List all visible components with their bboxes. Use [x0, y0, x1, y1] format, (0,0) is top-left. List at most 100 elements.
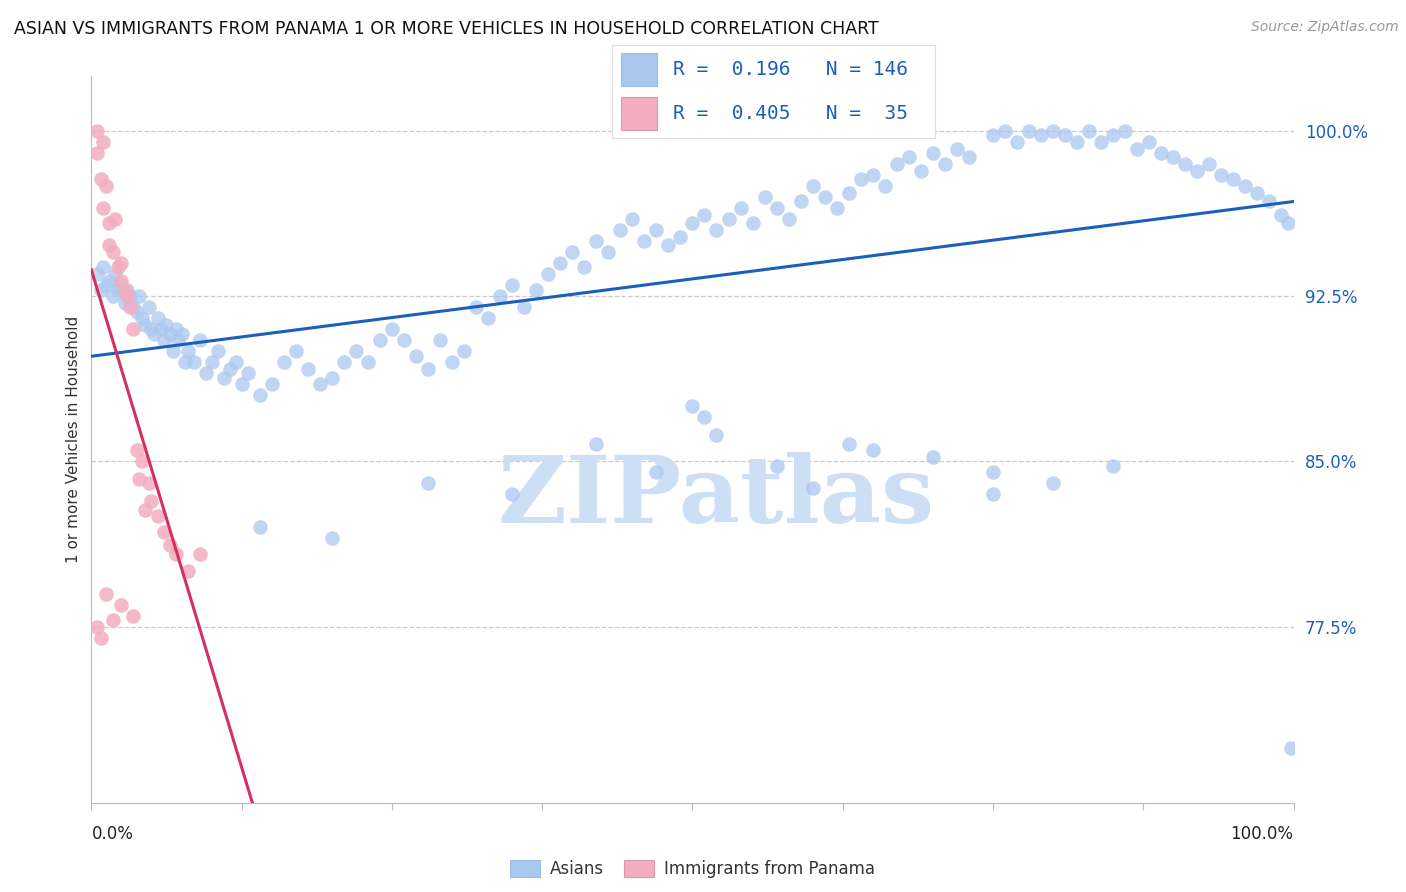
Point	[548, 256, 571, 270]
Point	[118, 300, 141, 314]
Point	[717, 212, 740, 227]
Point	[778, 212, 800, 227]
Point	[789, 194, 811, 209]
Point	[368, 333, 391, 347]
Point	[922, 450, 945, 464]
Point	[957, 150, 980, 164]
Point	[825, 201, 848, 215]
Point	[1279, 740, 1302, 755]
Legend: Asians, Immigrants from Panama: Asians, Immigrants from Panama	[510, 860, 875, 878]
Point	[1150, 145, 1173, 160]
Point	[524, 283, 547, 297]
Point	[93, 135, 115, 149]
Point	[273, 355, 295, 369]
Point	[176, 344, 198, 359]
Point	[1187, 163, 1209, 178]
Point	[104, 212, 127, 227]
Text: 100.0%: 100.0%	[1230, 825, 1294, 843]
Point	[188, 547, 211, 561]
Point	[128, 472, 150, 486]
Point	[138, 300, 160, 314]
Point	[440, 355, 463, 369]
Point	[645, 223, 668, 237]
Point	[1161, 150, 1184, 164]
Point	[134, 503, 156, 517]
Point	[1234, 178, 1257, 193]
Point	[392, 333, 415, 347]
Point	[730, 201, 752, 215]
Point	[1054, 128, 1077, 143]
Point	[90, 631, 112, 645]
Point	[585, 234, 607, 248]
Point	[1042, 124, 1064, 138]
Point	[128, 289, 150, 303]
Point	[946, 142, 969, 156]
Point	[122, 322, 145, 336]
Point	[194, 366, 217, 380]
Point	[1211, 168, 1233, 182]
Point	[249, 388, 271, 402]
Point	[765, 201, 787, 215]
Point	[465, 300, 488, 314]
Text: ZIPatlas: ZIPatlas	[498, 452, 935, 542]
Point	[453, 344, 475, 359]
Text: Source: ZipAtlas.com: Source: ZipAtlas.com	[1251, 20, 1399, 34]
Text: 0.0%: 0.0%	[91, 825, 134, 843]
Point	[260, 377, 283, 392]
Point	[886, 157, 908, 171]
Point	[501, 487, 523, 501]
Point	[862, 168, 884, 182]
Point	[693, 208, 716, 222]
Point	[1090, 135, 1112, 149]
Y-axis label: 1 or more Vehicles in Household: 1 or more Vehicles in Household	[66, 316, 82, 563]
Point	[801, 481, 824, 495]
Point	[98, 238, 121, 252]
Point	[862, 443, 884, 458]
Text: R =  0.196   N = 146: R = 0.196 N = 146	[673, 60, 908, 78]
Point	[405, 349, 427, 363]
Point	[838, 186, 860, 200]
Point	[141, 494, 163, 508]
Point	[321, 532, 343, 546]
Point	[122, 300, 145, 314]
Point	[249, 520, 271, 534]
Point	[585, 436, 607, 450]
Point	[1126, 142, 1149, 156]
Point	[174, 355, 197, 369]
Point	[122, 608, 145, 623]
Point	[741, 216, 763, 230]
Point	[131, 311, 153, 326]
Point	[981, 487, 1004, 501]
Point	[107, 260, 129, 275]
Point	[86, 124, 108, 138]
Point	[101, 245, 124, 260]
Point	[152, 524, 174, 539]
Point	[669, 229, 692, 244]
Point	[110, 256, 132, 270]
Point	[146, 509, 169, 524]
Point	[284, 344, 307, 359]
Point	[125, 304, 148, 318]
Point	[114, 295, 136, 310]
Point	[155, 318, 177, 332]
Point	[934, 157, 956, 171]
Point	[201, 355, 224, 369]
Point	[489, 289, 512, 303]
Point	[321, 370, 343, 384]
Point	[94, 278, 117, 293]
Point	[1222, 172, 1244, 186]
Point	[645, 466, 668, 480]
Point	[357, 355, 380, 369]
Point	[141, 322, 163, 336]
Point	[994, 124, 1017, 138]
Point	[86, 619, 108, 633]
Point	[117, 283, 139, 297]
Point	[910, 163, 932, 178]
Point	[922, 145, 945, 160]
Point	[1198, 157, 1220, 171]
Point	[981, 128, 1004, 143]
Bar	[621, 53, 657, 86]
Point	[93, 260, 115, 275]
Point	[207, 344, 229, 359]
Point	[176, 565, 198, 579]
